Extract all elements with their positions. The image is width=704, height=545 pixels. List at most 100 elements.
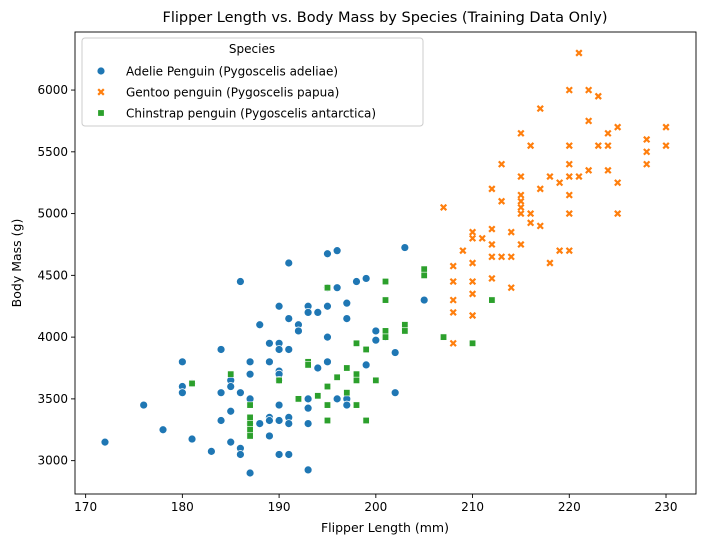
data-point: [488, 296, 496, 304]
data-point: [226, 437, 236, 447]
data-point: [401, 327, 409, 335]
data-point: [246, 420, 254, 428]
data-point: [517, 197, 525, 205]
data-point: [536, 185, 544, 193]
y-tick-label: 5500: [37, 145, 68, 159]
data-point: [139, 400, 149, 410]
data-point: [323, 284, 331, 292]
data-point: [662, 142, 670, 150]
data-point: [236, 388, 245, 398]
data-point: [362, 416, 370, 424]
data-point: [236, 277, 245, 286]
data-point: [604, 142, 612, 150]
data-point: [343, 389, 351, 397]
data-point: [565, 191, 573, 199]
data-point: [662, 123, 670, 131]
series-group: [439, 49, 670, 347]
y-tick-label: 4000: [37, 330, 68, 344]
legend-marker: [96, 66, 106, 76]
data-point: [352, 339, 360, 347]
data-point: [536, 222, 544, 230]
data-points: [100, 49, 670, 478]
data-point: [517, 240, 525, 249]
data-point: [468, 277, 477, 286]
x-axis-label: Flipper Length (mm): [321, 520, 449, 535]
y-tick-label: 3500: [37, 392, 68, 406]
data-point: [459, 247, 467, 255]
legend-marker: [97, 88, 105, 96]
data-point: [517, 172, 525, 181]
data-point: [343, 364, 351, 372]
data-point: [332, 283, 342, 293]
data-point: [565, 247, 573, 255]
data-point: [507, 253, 515, 261]
data-point: [284, 258, 294, 268]
data-point: [323, 416, 331, 424]
data-point: [294, 395, 302, 403]
data-point: [469, 339, 477, 347]
legend-box: [81, 37, 424, 127]
data-point: [226, 382, 236, 391]
data-point: [265, 416, 274, 425]
y-tick-label: 4500: [37, 268, 68, 282]
data-point: [216, 388, 226, 398]
data-point: [594, 142, 602, 150]
data-point: [400, 243, 410, 252]
data-point: [439, 203, 448, 211]
data-point: [274, 400, 284, 410]
data-point: [352, 376, 360, 384]
x-tick-label: 210: [461, 500, 484, 514]
data-point: [284, 314, 294, 323]
data-point: [313, 308, 323, 317]
data-point: [294, 326, 303, 336]
data-point: [216, 416, 226, 425]
data-point: [265, 431, 274, 441]
data-point: [614, 179, 622, 187]
data-point: [390, 388, 400, 398]
data-point: [323, 357, 332, 367]
data-point: [565, 172, 573, 181]
legend-entry-label: Chinstrap penguin (Pygoscelis antarctica…: [126, 107, 376, 121]
data-point: [246, 432, 254, 440]
data-point: [352, 370, 360, 378]
data-point: [245, 369, 255, 379]
x-tick-label: 220: [558, 500, 581, 514]
data-point: [381, 327, 389, 335]
data-point: [643, 160, 651, 168]
legend-title: Species: [229, 42, 275, 56]
data-point: [449, 308, 457, 316]
data-point: [449, 296, 457, 304]
y-axis-ticks: 3000 3500 4000 4500 5000 5500 6000: [37, 83, 75, 468]
data-point: [352, 277, 361, 286]
data-point: [449, 277, 457, 286]
data-point: [546, 259, 554, 267]
x-tick-label: 170: [74, 500, 97, 514]
data-point: [565, 210, 573, 218]
data-point: [527, 219, 535, 227]
data-point: [468, 259, 477, 267]
data-point: [274, 416, 284, 425]
data-point: [449, 339, 457, 347]
data-point: [227, 370, 235, 378]
chart-title: Flipper Length vs. Body Mass by Species …: [163, 10, 608, 26]
data-point: [371, 335, 381, 345]
data-point: [206, 446, 216, 456]
data-point: [314, 392, 322, 400]
data-point: [488, 225, 496, 233]
data-point: [100, 437, 110, 447]
data-point: [565, 160, 573, 168]
data-point: [323, 383, 331, 391]
data-point: [226, 406, 236, 416]
data-point: [187, 434, 197, 444]
x-tick-label: 190: [268, 500, 291, 514]
x-tick-label: 230: [655, 500, 678, 514]
legend: Species Adelie Penguin (Pygoscelis adeli…: [81, 37, 424, 127]
data-point: [604, 166, 612, 174]
data-point: [313, 363, 323, 373]
data-point: [497, 160, 506, 168]
data-point: [585, 166, 593, 174]
data-point: [565, 86, 573, 94]
data-point: [468, 311, 477, 320]
data-point: [265, 338, 274, 348]
data-point: [468, 234, 477, 242]
